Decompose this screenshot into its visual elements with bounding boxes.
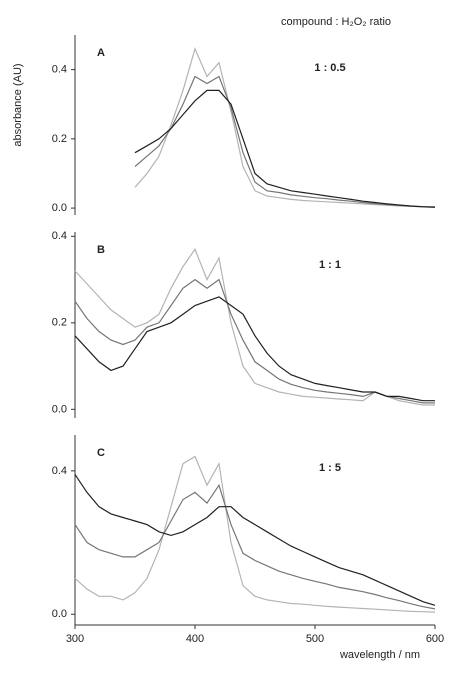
panel-label: A <box>97 47 105 59</box>
y-tick-label: 0.0 <box>52 608 67 620</box>
ratio-label: 1 : 0.5 <box>314 62 345 74</box>
y-tick-label: 0.4 <box>52 230 67 242</box>
x-tick-label: 400 <box>186 633 204 645</box>
spectrum-line <box>134 89 436 208</box>
panel-label: C <box>97 447 105 459</box>
x-tick-label: 300 <box>66 633 84 645</box>
x-axis-title: wavelength / nm <box>339 649 420 661</box>
figure-title: compound : H₂O₂ ratio <box>281 16 391 28</box>
y-tick-label: 0.4 <box>52 64 67 76</box>
spectrum-line <box>74 455 436 613</box>
spectrum-line <box>74 483 436 610</box>
ratio-label: 1 : 1 <box>319 259 341 271</box>
spectrum-line <box>134 47 436 208</box>
x-tick-label: 600 <box>426 633 444 645</box>
ratio-label: 1 : 5 <box>319 462 341 474</box>
y-tick-label: 0.0 <box>52 202 67 214</box>
spectrum-line <box>74 474 436 606</box>
y-tick-label: 0.2 <box>52 317 67 329</box>
spectrum-line <box>74 248 435 406</box>
spectrum-line <box>134 75 436 208</box>
spectrum-line <box>74 296 435 402</box>
x-tick-label: 500 <box>306 633 324 645</box>
y-tick-label: 0.0 <box>52 403 67 415</box>
y-tick-label: 0.4 <box>52 465 67 477</box>
panel-label: B <box>97 244 105 256</box>
y-tick-label: 0.2 <box>52 133 67 145</box>
spectrum-line <box>74 278 435 404</box>
y-axis-title: absorbance (AU) <box>12 63 24 146</box>
